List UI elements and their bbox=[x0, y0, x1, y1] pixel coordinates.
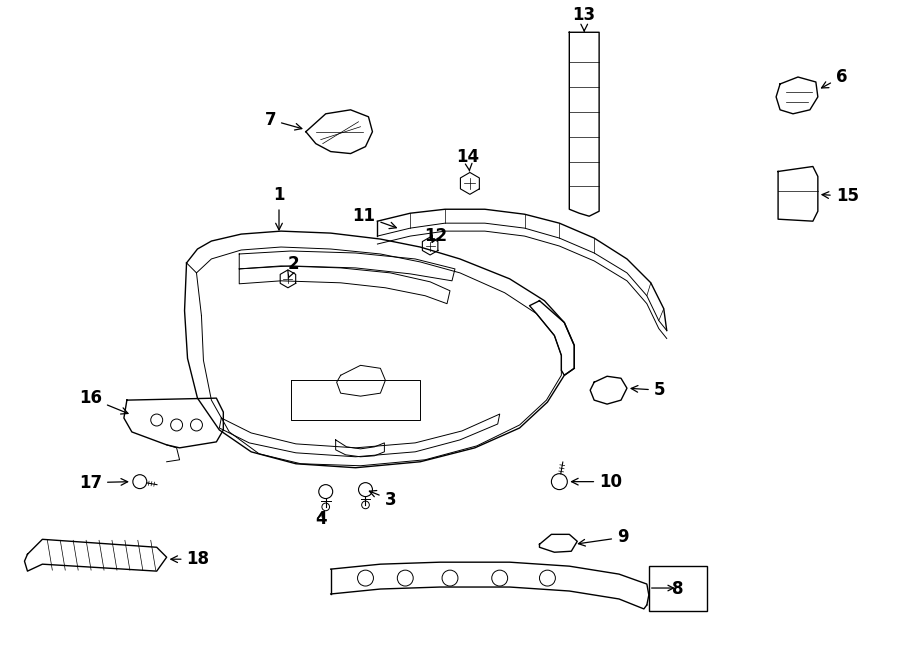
Text: 8: 8 bbox=[672, 580, 683, 598]
Text: 9: 9 bbox=[579, 528, 628, 547]
Text: 7: 7 bbox=[265, 111, 302, 130]
Text: 6: 6 bbox=[822, 68, 847, 88]
Text: 10: 10 bbox=[572, 473, 622, 490]
Text: 12: 12 bbox=[424, 227, 447, 245]
Text: 18: 18 bbox=[171, 550, 210, 568]
Text: 1: 1 bbox=[274, 186, 284, 230]
Text: 17: 17 bbox=[79, 474, 128, 492]
Text: 11: 11 bbox=[353, 207, 396, 229]
Text: 5: 5 bbox=[631, 381, 665, 399]
Text: 4: 4 bbox=[315, 510, 327, 528]
Text: 2: 2 bbox=[288, 255, 300, 278]
Text: 14: 14 bbox=[456, 147, 480, 171]
Bar bbox=[649, 566, 706, 611]
Text: 15: 15 bbox=[822, 187, 859, 206]
Text: 13: 13 bbox=[572, 7, 596, 31]
Text: 16: 16 bbox=[79, 389, 128, 414]
Text: 3: 3 bbox=[369, 490, 396, 508]
